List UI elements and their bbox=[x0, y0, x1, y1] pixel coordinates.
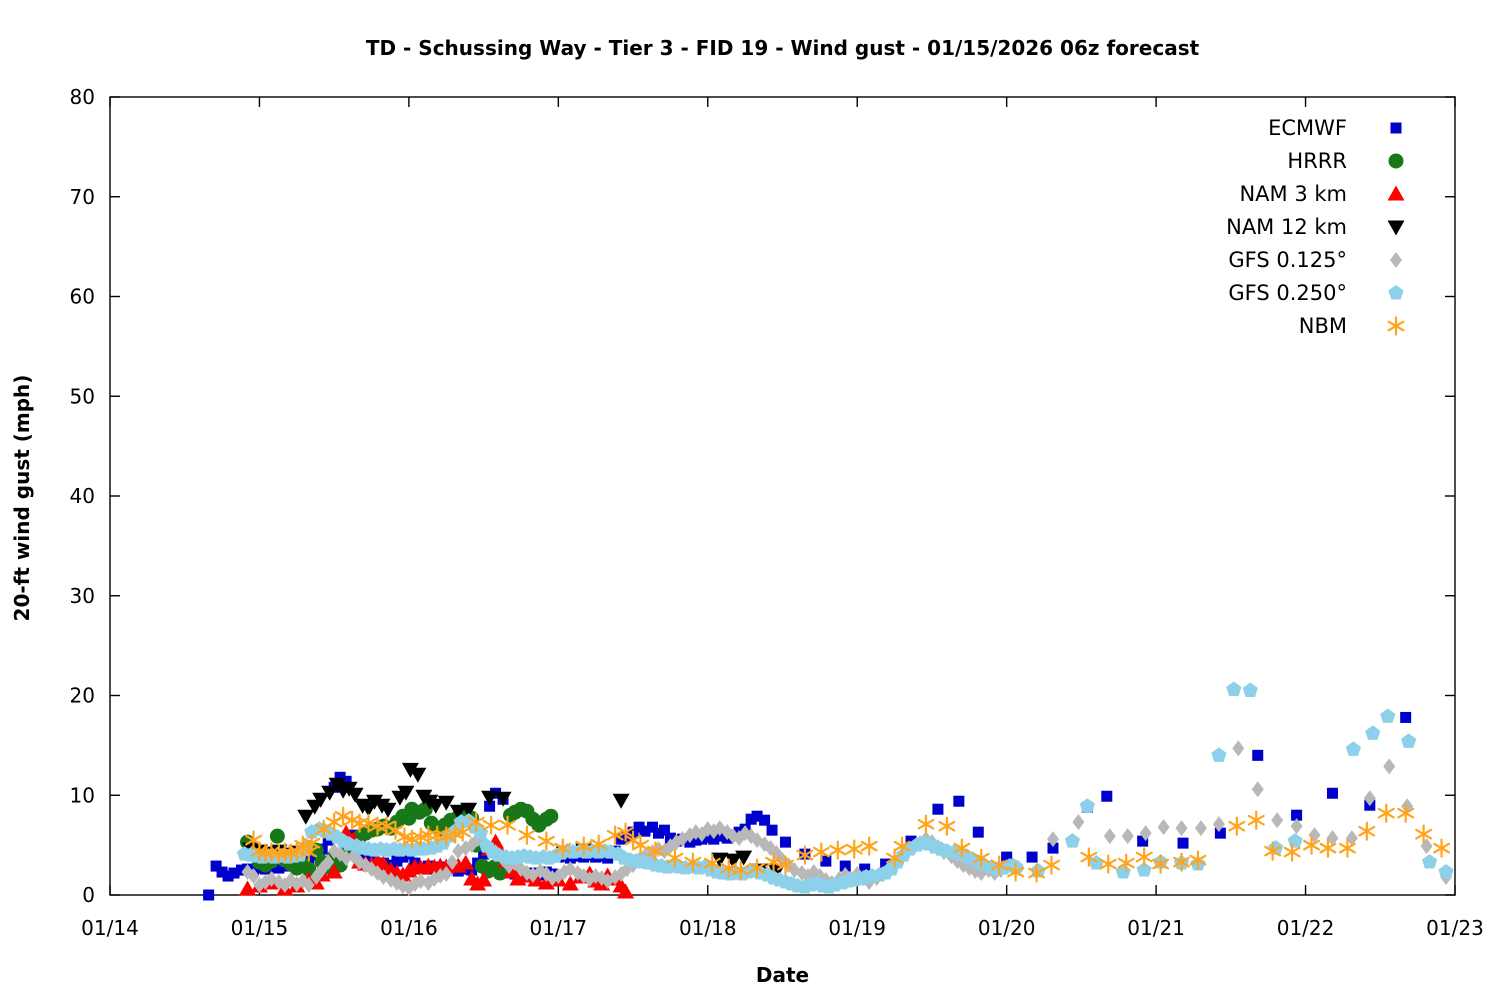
legend-label: NAM 3 km bbox=[1239, 182, 1347, 206]
y-tick-label: 80 bbox=[70, 85, 95, 109]
x-tick-label: 01/16 bbox=[380, 916, 438, 940]
x-tick-label: 01/20 bbox=[978, 916, 1036, 940]
legend-item-gfs-0-250: GFS 0.250° bbox=[1228, 281, 1404, 305]
legend-item-nbm: NBM bbox=[1299, 314, 1405, 338]
legend-marker bbox=[1387, 316, 1405, 336]
legend-label: NAM 12 km bbox=[1226, 215, 1347, 239]
legend-label: GFS 0.125° bbox=[1228, 248, 1347, 272]
legend-item-nam-12-km: NAM 12 km bbox=[1226, 215, 1405, 239]
legend-label: NBM bbox=[1299, 314, 1347, 338]
legend-marker bbox=[1390, 252, 1402, 268]
y-tick-label: 30 bbox=[70, 584, 95, 608]
y-tick-label: 0 bbox=[82, 883, 95, 907]
series-gfs-0-250 bbox=[236, 681, 1454, 894]
legend-marker bbox=[1388, 285, 1404, 300]
x-axis-label: Date bbox=[755, 963, 810, 987]
legend-label: HRRR bbox=[1287, 149, 1347, 173]
y-tick-label: 70 bbox=[70, 185, 95, 209]
y-tick-label: 10 bbox=[70, 783, 95, 807]
tick-labels: 01/14 01/15 01/16 01/17 01/18 01/19 01/20 01/21… bbox=[70, 85, 1484, 940]
x-tick-label: 01/17 bbox=[530, 916, 588, 940]
legend-marker bbox=[1387, 185, 1405, 201]
legend-label: GFS 0.250° bbox=[1228, 281, 1347, 305]
x-tick-label: 01/19 bbox=[828, 916, 886, 940]
x-tick-label: 01/21 bbox=[1127, 916, 1185, 940]
legend-item-ecmwf: ECMWF bbox=[1268, 116, 1402, 140]
legend-marker bbox=[1390, 122, 1402, 134]
y-tick-label: 40 bbox=[70, 484, 95, 508]
x-tick-label: 01/22 bbox=[1277, 916, 1335, 940]
y-tick-label: 60 bbox=[70, 285, 95, 309]
x-tick-label: 01/14 bbox=[81, 916, 139, 940]
legend-item-nam-3-km: NAM 3 km bbox=[1239, 182, 1405, 206]
chart-title: TD - Schussing Way - Tier 3 - FID 19 - W… bbox=[365, 36, 1200, 60]
x-tick-label: 01/15 bbox=[231, 916, 289, 940]
legend-marker bbox=[1388, 153, 1404, 169]
legend-label: ECMWF bbox=[1268, 116, 1347, 140]
x-tick-label: 01/18 bbox=[679, 916, 737, 940]
y-tick-label: 20 bbox=[70, 684, 95, 708]
axes bbox=[109, 96, 1456, 896]
legend-item-gfs-0-125: GFS 0.125° bbox=[1228, 248, 1402, 272]
legend-item-hrrr: HRRR bbox=[1287, 149, 1404, 173]
legend: ECMWF HRRR NAM 3 km NAM 12 km GFS 0.125° GFS … bbox=[1226, 116, 1405, 338]
x-tick-label: 01/23 bbox=[1426, 916, 1484, 940]
series-nbm bbox=[245, 803, 1451, 883]
y-tick-label: 50 bbox=[70, 384, 95, 408]
legend-marker bbox=[1387, 220, 1405, 236]
